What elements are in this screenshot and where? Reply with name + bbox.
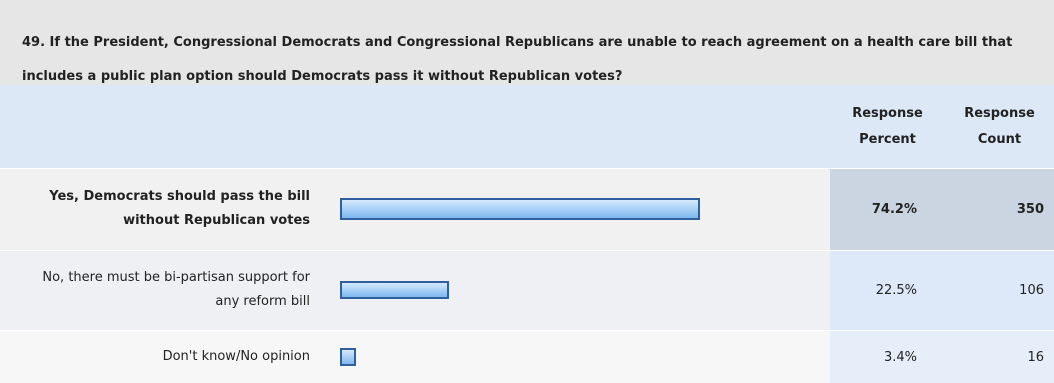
percent: 74.2% xyxy=(830,168,945,250)
count: 106 xyxy=(945,250,1054,330)
count: 350 xyxy=(945,168,1054,250)
category-label: No, there must be bi-partisan support fo… xyxy=(42,270,310,309)
row-bg xyxy=(0,330,830,383)
percent: 22.5% xyxy=(830,250,945,330)
category-label: Yes, Democrats should pass the bill with… xyxy=(49,189,310,228)
bar xyxy=(340,281,450,299)
percent: 3.4% xyxy=(830,330,945,383)
bar xyxy=(340,198,700,220)
column-header: Response Count xyxy=(945,85,1054,168)
question: 49. If the President, Congressional Demo… xyxy=(0,0,1054,85)
count: 16 xyxy=(945,330,1054,383)
column-header: Response Percent xyxy=(830,85,945,168)
category-label: Don't know/No opinion xyxy=(162,348,310,364)
bar xyxy=(340,347,357,366)
